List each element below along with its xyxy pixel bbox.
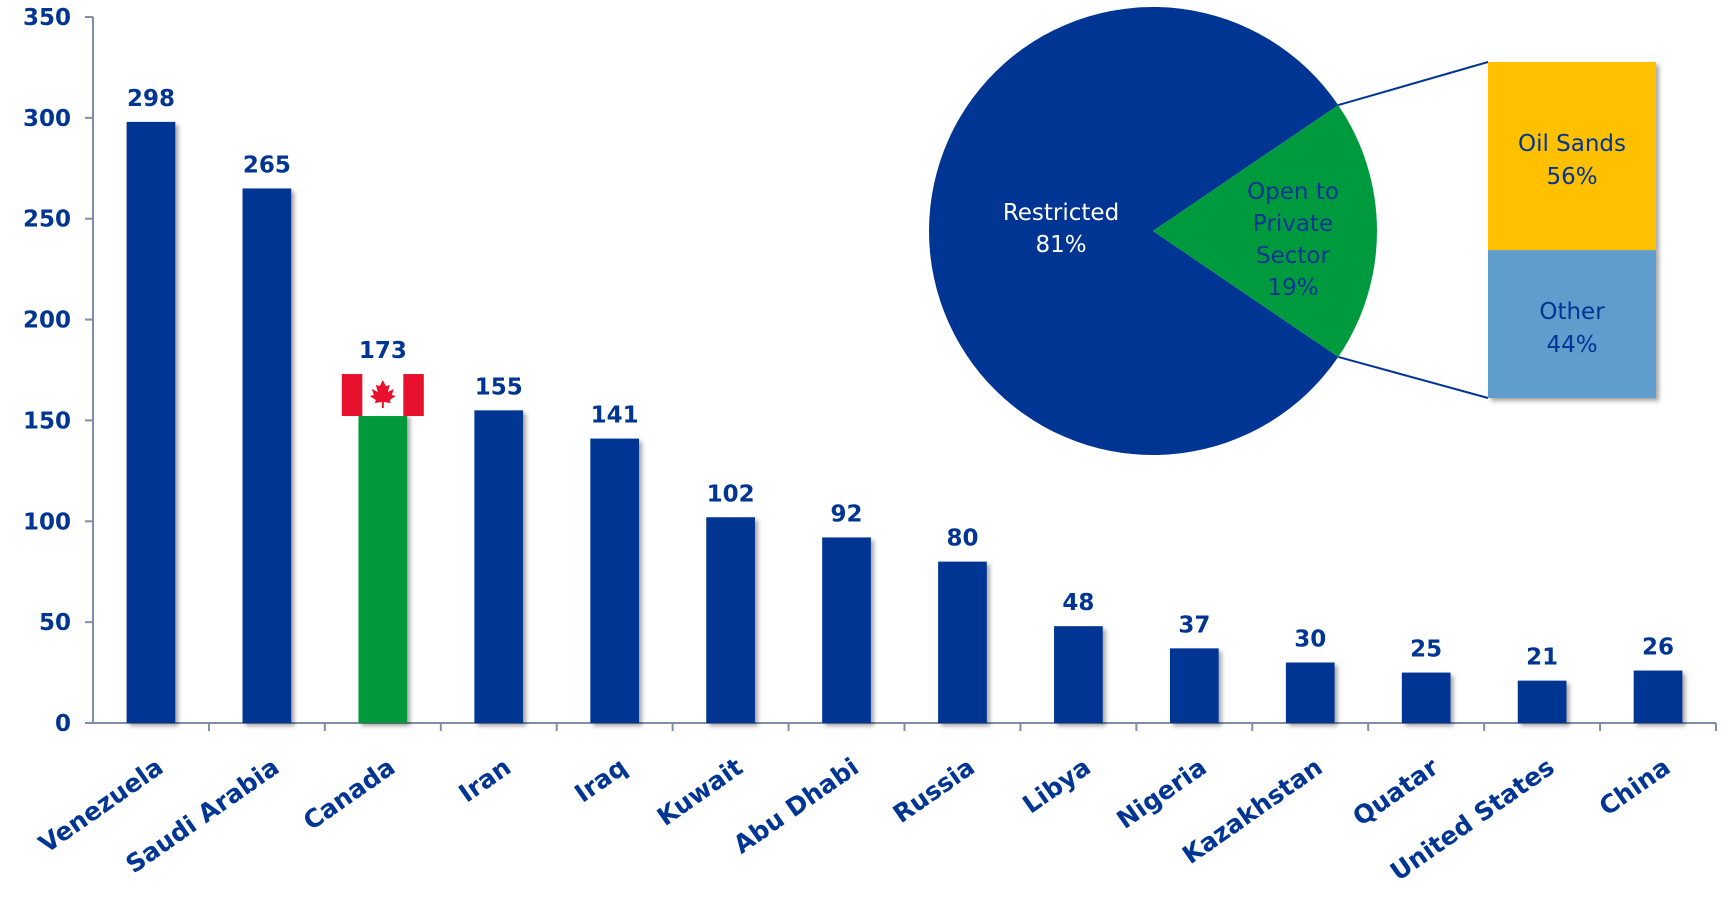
value-label-canada: 173: [359, 338, 407, 364]
bar-saudi-arabia: [242, 188, 292, 723]
breakdown-stacked-bar: Oil Sands 56% Other 44%: [1488, 62, 1656, 398]
value-label-nigeria: 37: [1178, 612, 1210, 638]
value-label-venezuela: 298: [127, 86, 175, 112]
bar-chart: 050100150200250300350298Venezuela265Saud…: [23, 5, 1717, 886]
connector-line-top: [1337, 61, 1489, 107]
bar-abu-dhabi: [822, 537, 871, 723]
y-tick-label: 0: [55, 711, 71, 737]
y-tick-label: 250: [23, 207, 71, 233]
flag-left-band: [341, 374, 363, 417]
category-label-libya: Libya: [1017, 752, 1096, 819]
pie-label-open-line: Open to: [1247, 179, 1339, 205]
y-tick-label: 50: [39, 610, 71, 636]
bar-kuwait: [706, 517, 755, 723]
breakdown-label-oil-sands: Oil Sands: [1518, 131, 1626, 157]
category-label-quatar: Quatar: [1347, 752, 1444, 832]
breakdown-percent-other: 44%: [1546, 332, 1597, 358]
value-label-saudi-arabia: 265: [243, 152, 291, 178]
breakdown-label-other: Other: [1539, 299, 1605, 325]
category-label-russia: Russia: [888, 752, 980, 829]
breakdown-percent-oil-sands: 56%: [1546, 164, 1597, 190]
bar-russia: [938, 561, 987, 723]
bar-canada: [358, 414, 408, 723]
bar-libya: [1054, 626, 1103, 723]
pie-percent-restricted: 81%: [1035, 232, 1086, 258]
maple-leaf-icon: [369, 380, 396, 409]
category-label-nigeria: Nigeria: [1111, 752, 1211, 834]
pie-label-restricted: Restricted: [1003, 200, 1119, 226]
category-label-iraq: Iraq: [569, 752, 632, 808]
value-label-libya: 48: [1062, 590, 1094, 616]
pie-label-open-line: Sector: [1256, 243, 1330, 269]
value-label-russia: 80: [946, 526, 978, 552]
value-label-quatar: 25: [1410, 637, 1442, 663]
value-label-united-states: 21: [1526, 645, 1558, 671]
category-label-iran: Iran: [453, 752, 516, 808]
category-label-canada: Canada: [298, 752, 400, 836]
value-label-iran: 155: [475, 374, 523, 400]
category-label-kuwait: Kuwait: [652, 752, 748, 832]
y-tick-label: 300: [23, 106, 71, 132]
pie-chart: Restricted 81% Open to Private Sector 19%: [928, 6, 1489, 456]
value-label-china: 26: [1642, 635, 1674, 661]
bar-china: [1633, 670, 1683, 723]
bar-united-states: [1517, 680, 1567, 723]
canada-flag-icon: [341, 374, 424, 417]
bar-quatar: [1401, 672, 1451, 723]
value-label-kazakhstan: 30: [1294, 626, 1326, 652]
pie-percent-open: 19%: [1267, 275, 1318, 301]
bar-nigeria: [1169, 648, 1219, 723]
y-tick-label: 350: [23, 5, 71, 31]
value-label-iraq: 141: [591, 403, 639, 429]
y-tick-label: 150: [23, 408, 71, 434]
breakdown-segment-other: [1488, 250, 1656, 398]
pie-label-open-line: Private: [1253, 211, 1333, 237]
pie-slice-open-to-private-sector: [1153, 105, 1377, 357]
flag-right-band: [403, 374, 424, 417]
category-label-china: China: [1594, 752, 1676, 821]
bar-venezuela: [126, 121, 176, 724]
connector-line-bottom: [1338, 355, 1489, 399]
value-label-kuwait: 102: [707, 481, 755, 507]
y-tick-label: 200: [23, 308, 71, 334]
breakdown-segment-oil-sands: [1488, 62, 1656, 251]
bar-iraq: [590, 438, 640, 723]
pie-slice-restricted: [928, 6, 1339, 456]
category-label-abu-dhabi: Abu Dhabi: [728, 752, 864, 859]
value-label-abu-dhabi: 92: [831, 501, 863, 527]
bar-kazakhstan: [1285, 662, 1335, 723]
bar-iran: [474, 410, 524, 723]
y-tick-label: 100: [23, 509, 71, 535]
